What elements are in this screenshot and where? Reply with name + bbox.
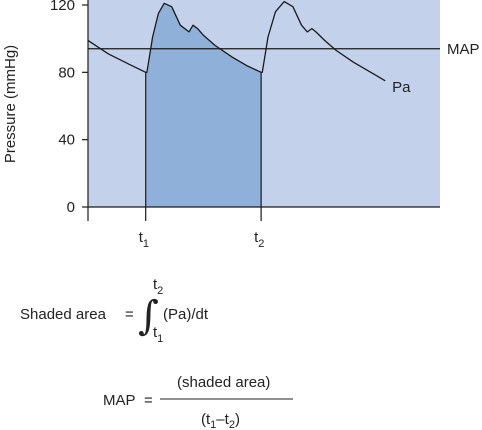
denominator: (t1–t2) xyxy=(201,411,240,430)
pa-series-label: Pa xyxy=(392,79,411,96)
y-tick-label: 0 xyxy=(67,199,75,216)
map-equation: MAP = (shaded area) (t1–t2) xyxy=(103,374,293,430)
pa-series-line xyxy=(87,0,386,82)
y-axis-title: Pressure (mmHg) xyxy=(2,45,19,163)
map-eq-equals: = xyxy=(144,392,153,409)
denom-close: ) xyxy=(235,411,240,428)
shaded-area-label: Shaded area xyxy=(20,306,107,323)
x-tick-label: t2 xyxy=(254,229,264,250)
y-tick-label: 80 xyxy=(58,64,75,81)
integral-sign: ∫ xyxy=(138,293,159,339)
plot-background xyxy=(88,0,440,207)
map-eq-label: MAP xyxy=(103,392,136,409)
lower-limit-sub: 1 xyxy=(157,333,163,345)
integrand: (Pa)/dt xyxy=(163,306,209,323)
x-ticks: t1 t2 xyxy=(87,207,264,250)
map-label: MAP xyxy=(447,41,480,58)
y-tick-label: 120 xyxy=(50,0,75,14)
shaded-area-equation: Shaded area = ∫ t2 t1 (Pa)/dt xyxy=(20,276,209,345)
shaded-area xyxy=(145,3,262,207)
denom-sub1: 1 xyxy=(210,419,216,430)
upper-limit-base: t xyxy=(153,276,158,293)
upper-limit-sub: 2 xyxy=(157,285,163,297)
denom-minus: –t xyxy=(216,411,229,428)
y-ticks: 0 40 80 120 xyxy=(50,0,88,216)
denom-sub2: 2 xyxy=(229,419,235,430)
lower-limit: t1 xyxy=(153,324,163,345)
lower-limit-base: t xyxy=(153,324,158,341)
upper-limit: t2 xyxy=(153,276,163,297)
numerator: (shaded area) xyxy=(177,374,270,391)
denom-open: (t xyxy=(201,411,211,428)
x-tick-label: t1 xyxy=(139,229,149,250)
equals-sign: = xyxy=(125,306,134,323)
y-tick-label: 40 xyxy=(58,132,75,149)
